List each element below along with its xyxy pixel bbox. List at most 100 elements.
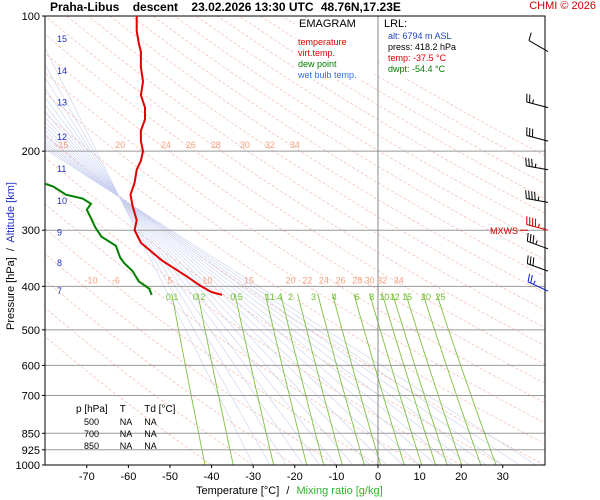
x-tick-label: 0 bbox=[375, 471, 381, 483]
temperature-profile-line bbox=[129, 16, 223, 296]
y-tick-label: 1000 bbox=[16, 460, 40, 472]
x-tick-label: -70 bbox=[79, 471, 95, 483]
table-row: 850 NA NA bbox=[84, 441, 157, 451]
dry-adiabat bbox=[217, 16, 545, 214]
mxws-label: MXWS bbox=[490, 226, 518, 236]
lrl-dewpoint: dwpt: -54.4 °C bbox=[388, 64, 446, 74]
mixing-ratio-line bbox=[405, 293, 463, 465]
dry-adiabat bbox=[45, 228, 379, 465]
mixing-ratio-label: 2 bbox=[288, 292, 293, 302]
wind-barb bbox=[527, 273, 549, 292]
lrl-box: LRL: alt: 6794 m ASL press: 418.2 hPa te… bbox=[382, 18, 482, 78]
y-tick-label: 400 bbox=[22, 281, 40, 293]
wind-barb bbox=[526, 233, 549, 250]
altitude-tick-label: 11 bbox=[57, 164, 66, 174]
mixing-ratio-line bbox=[381, 293, 437, 465]
moist-adiabat bbox=[45, 148, 537, 465]
x-axis-title: Temperature [°C] / Mixing ratio [g/kg] bbox=[196, 485, 383, 497]
table-header-pressure: p [hPa] bbox=[76, 404, 108, 415]
y-tick-label: 850 bbox=[22, 428, 40, 440]
altitude-tick-label: 8 bbox=[57, 258, 62, 268]
y-axis-title-pressure: Pressure [hPa] bbox=[5, 257, 17, 330]
moist-adiabat bbox=[45, 47, 254, 465]
isotherm-label: 32 bbox=[377, 275, 387, 285]
moist-adiabat bbox=[45, 139, 470, 465]
legend-dew-point: dew point bbox=[298, 59, 337, 69]
isotherm-label: 30 bbox=[240, 140, 250, 150]
mixing-ratio-label: 6 bbox=[355, 292, 360, 302]
isotherm-label: 10 bbox=[202, 275, 212, 285]
dry-adiabat bbox=[45, 134, 545, 465]
isotherm-label: 24 bbox=[161, 140, 171, 150]
dry-adiabat bbox=[303, 16, 545, 156]
lrl-temperature: temp: -37.5 °C bbox=[388, 53, 447, 63]
wind-barb bbox=[526, 255, 549, 272]
dry-adiabat bbox=[45, 16, 545, 347]
wind-barb bbox=[526, 127, 549, 142]
x-tick-label: 30 bbox=[497, 471, 509, 483]
y-axis-title: Pressure [hPa] / Altitude [km] bbox=[5, 181, 17, 331]
isotherm-label: 30 bbox=[365, 275, 375, 285]
isotherm-label: 26 bbox=[186, 140, 196, 150]
legend-box: EMAGRAM temperature virt.temp. dew point… bbox=[295, 18, 375, 80]
isotherm-label: 20 bbox=[115, 140, 125, 150]
sounding-location: 48.76N,17.23E bbox=[320, 0, 401, 14]
dry-adiabat bbox=[238, 16, 545, 199]
y-tick-label: 600 bbox=[22, 360, 40, 372]
altitude-tick-label: 15 bbox=[57, 34, 67, 44]
dry-adiabat bbox=[45, 253, 337, 465]
isotherm-label: -10 bbox=[84, 275, 97, 285]
mixing-ratio-line bbox=[422, 293, 482, 465]
x-tick-label: 20 bbox=[455, 471, 467, 483]
dry-adiabat bbox=[45, 72, 545, 404]
moist-adiabat bbox=[45, 136, 454, 465]
x-tick-label: -50 bbox=[162, 471, 178, 483]
header-title: Praha-Libus descent 23.02.2026 13:30 UTC… bbox=[50, 0, 401, 14]
background-lines bbox=[45, 16, 545, 465]
legend-virt-temp: virt.temp. bbox=[298, 48, 336, 58]
dry-adiabat bbox=[45, 279, 295, 465]
altitude-tick-label: 14 bbox=[57, 66, 67, 76]
mixing-ratio-line bbox=[317, 293, 365, 465]
dewpoint-profile-line bbox=[45, 182, 153, 296]
x-tick-label: 10 bbox=[413, 471, 425, 483]
y-tick-label: 500 bbox=[22, 325, 40, 337]
x-tick-label: -30 bbox=[245, 471, 261, 483]
isotherm-label: 28 bbox=[211, 140, 221, 150]
mixing-ratio-line bbox=[331, 293, 382, 465]
wind-barb bbox=[526, 93, 549, 109]
moist-adiabat bbox=[45, 133, 437, 465]
mixing-ratio-line bbox=[280, 293, 325, 465]
mixing-ratio-label: 10 bbox=[379, 292, 389, 302]
dry-adiabat bbox=[131, 16, 545, 277]
y-axis-title-altitude: Altitude [km] bbox=[5, 182, 17, 243]
lrl-pressure: press: 418.2 hPa bbox=[388, 42, 457, 52]
altitude-tick-label: 7 bbox=[57, 286, 62, 296]
lrl-altitude: alt: 6794 m ASL bbox=[388, 31, 452, 41]
mixing-ratio-label: 25 bbox=[435, 292, 445, 302]
x-tick-label: -20 bbox=[287, 471, 303, 483]
isotherm-label: 24 bbox=[319, 275, 329, 285]
y-tick-label: 925 bbox=[22, 445, 40, 457]
level-table: p [hPa] T Td [°C] 500 NA NA 700 NA NA 85… bbox=[70, 404, 181, 452]
altitude-tick-label: 12 bbox=[57, 132, 67, 142]
mixing-ratio-label: 20 bbox=[421, 292, 431, 302]
mixing-ratio-label: 0.5 bbox=[230, 292, 243, 302]
altitude-tick-label: 10 bbox=[57, 196, 67, 206]
dry-adiabat bbox=[45, 157, 503, 465]
mixing-ratio-label: 8 bbox=[369, 292, 374, 302]
isotherm-label: 26 bbox=[336, 275, 346, 285]
isotherm-label: 22 bbox=[302, 275, 312, 285]
isotherm-label: 5 bbox=[167, 275, 172, 285]
altitude-tick-label: 9 bbox=[57, 228, 62, 238]
altitude-tick-label: 13 bbox=[57, 97, 67, 107]
isotherm-label: -6 bbox=[112, 275, 120, 285]
isotherm-label: 32 bbox=[265, 140, 275, 150]
isotherm-label: 20 bbox=[286, 275, 296, 285]
dry-adiabat bbox=[109, 16, 545, 294]
y-tick-label: 100 bbox=[22, 11, 40, 23]
mixing-ratio-line bbox=[197, 293, 234, 465]
dry-adiabat bbox=[88, 16, 545, 311]
mixing-ratio-label: 4 bbox=[332, 292, 337, 302]
